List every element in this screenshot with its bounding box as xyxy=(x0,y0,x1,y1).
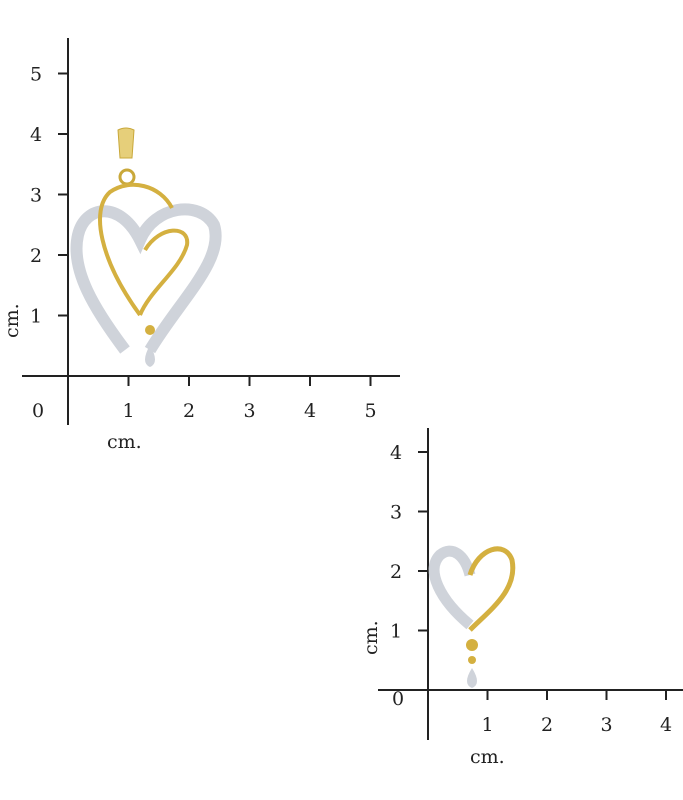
x-tick-label: 2 xyxy=(541,714,553,736)
y-tick-label: 3 xyxy=(390,502,402,524)
x-tick-label: 1 xyxy=(482,714,494,736)
x-axis-unit: cm. xyxy=(470,746,505,768)
y-axis-unit: cm. xyxy=(1,303,23,338)
x-tick-label: 3 xyxy=(244,400,256,422)
y-tick-label: 3 xyxy=(30,185,42,207)
y-tick-label: 4 xyxy=(30,124,42,146)
x-tick-label: 2 xyxy=(183,400,195,422)
y-tick-label: 1 xyxy=(390,621,402,643)
y-tick-label: 4 xyxy=(390,442,402,464)
earring-size-chart: 1 2 3 4 1 2 3 4 0 cm. cm. xyxy=(360,428,683,768)
y-axis-unit: cm. xyxy=(360,620,382,655)
pendant-image xyxy=(70,127,222,367)
y-tick-label: 2 xyxy=(390,561,402,583)
earring-image xyxy=(428,545,516,688)
x-tick-label: 4 xyxy=(304,400,316,422)
x-tick-label: 5 xyxy=(365,400,377,422)
x-axis-unit: cm. xyxy=(107,431,142,453)
pendant-size-chart: 1 2 3 4 5 1 2 3 4 5 0 cm. cm. xyxy=(1,38,400,453)
y-tick-label: 2 xyxy=(30,245,42,267)
y-tick-label: 1 xyxy=(30,306,42,328)
origin-label: 0 xyxy=(392,688,404,710)
x-tick-label: 1 xyxy=(123,400,135,422)
origin-label: 0 xyxy=(32,400,44,422)
x-tick-label: 4 xyxy=(660,714,672,736)
x-tick-label: 3 xyxy=(601,714,613,736)
y-tick-label: 5 xyxy=(30,64,42,86)
